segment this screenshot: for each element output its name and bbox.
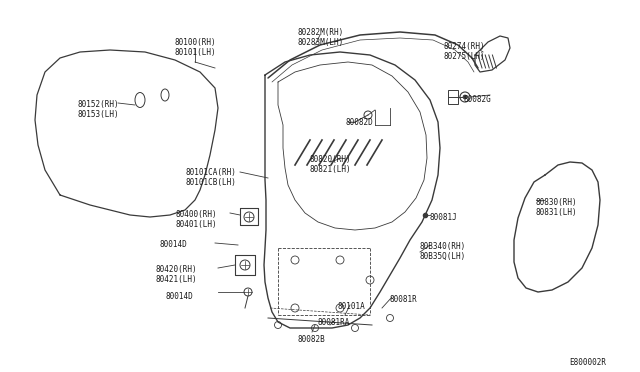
Text: 80081J: 80081J [430,213,458,222]
Text: 80282M(RH)
80283M(LH): 80282M(RH) 80283M(LH) [298,28,344,47]
Text: 80101A: 80101A [338,302,365,311]
Text: 80152(RH)
80153(LH): 80152(RH) 80153(LH) [78,100,120,119]
Text: E800002R: E800002R [569,358,606,367]
Text: 80274(RH)
80275(LH): 80274(RH) 80275(LH) [443,42,484,61]
Text: 80014D: 80014D [160,240,188,249]
Text: 80400(RH)
80401(LH): 80400(RH) 80401(LH) [175,210,216,230]
Text: 80830(RH)
80831(LH): 80830(RH) 80831(LH) [535,198,577,217]
Circle shape [463,95,467,99]
Text: 80082G: 80082G [463,95,491,104]
Text: 80100(RH)
80101(LH): 80100(RH) 80101(LH) [174,38,216,57]
Text: 80101CA(RH)
80101CB(LH): 80101CA(RH) 80101CB(LH) [185,168,236,187]
Text: 80014D: 80014D [165,292,193,301]
Text: 80420(RH)
80421(LH): 80420(RH) 80421(LH) [155,265,196,285]
Text: 80081RA: 80081RA [318,318,350,327]
Text: 80081R: 80081R [390,295,418,304]
Text: 80082D: 80082D [345,118,372,127]
Text: 80820(RH)
80821(LH): 80820(RH) 80821(LH) [310,155,351,174]
Text: 80B340(RH)
80B35Q(LH): 80B340(RH) 80B35Q(LH) [420,242,467,262]
Text: 80082B: 80082B [298,335,326,344]
